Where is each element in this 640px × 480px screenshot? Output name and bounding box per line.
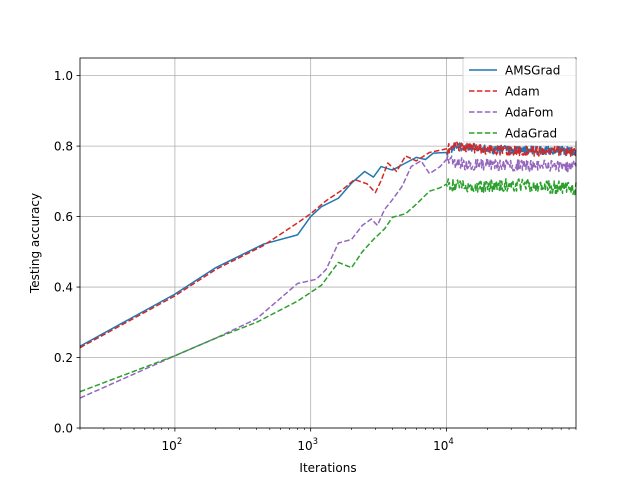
x-tick-label: 102 bbox=[162, 437, 183, 453]
y-tick-label: 0.6 bbox=[54, 210, 73, 224]
legend: AMSGrad Adam AdaFom AdaGrad bbox=[462, 57, 577, 143]
x-tick-base: 10 bbox=[162, 439, 177, 453]
x-axis-label: Iterations bbox=[299, 461, 356, 475]
legend-entry-label: AdaFom bbox=[505, 105, 553, 119]
legend-box bbox=[462, 57, 577, 143]
series-line-adagrad bbox=[79, 178, 577, 393]
plot-frame bbox=[79, 57, 577, 429]
y-tick-label: 1.0 bbox=[54, 69, 73, 83]
series-line-adafom bbox=[79, 155, 577, 399]
x-tick-exponent: 3 bbox=[313, 437, 318, 447]
legend-entry-label: Adam bbox=[505, 84, 540, 98]
y-tick-label: 0.8 bbox=[54, 139, 73, 153]
x-tick-label: 103 bbox=[297, 437, 318, 453]
x-tick-exponent: 4 bbox=[448, 437, 453, 447]
series-line-adam bbox=[79, 141, 577, 349]
y-tick-label: 0.2 bbox=[54, 351, 73, 365]
x-tick-base: 10 bbox=[433, 439, 448, 453]
y-tick-label: 0.0 bbox=[54, 421, 73, 435]
y-axis-label: Testing accuracy bbox=[28, 193, 42, 294]
x-tick-label: 104 bbox=[433, 437, 454, 453]
x-tick-base: 10 bbox=[297, 439, 312, 453]
legend-entry-label: AdaGrad bbox=[505, 126, 557, 140]
series-lines bbox=[79, 141, 577, 399]
y-tick-label: 0.4 bbox=[54, 280, 73, 294]
x-tick-exponent: 2 bbox=[177, 437, 182, 447]
legend-entry-label: AMSGrad bbox=[505, 63, 560, 77]
